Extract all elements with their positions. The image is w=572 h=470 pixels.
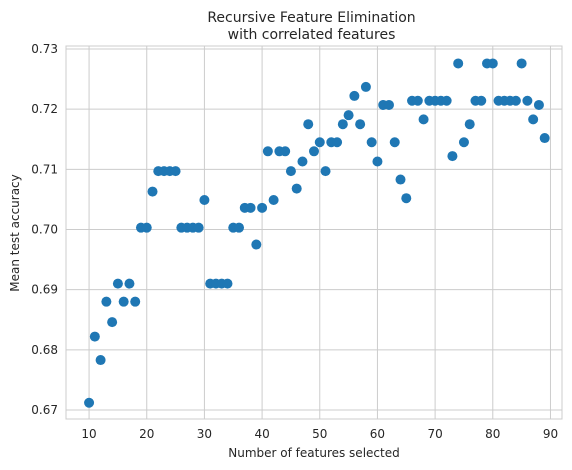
data-point	[141, 222, 152, 233]
data-point	[395, 174, 406, 185]
y-tick-label: 0.73	[31, 42, 58, 56]
y-tick-label: 0.68	[31, 343, 58, 357]
data-point	[101, 296, 112, 307]
data-point	[418, 114, 429, 125]
data-point	[107, 317, 118, 328]
data-point	[447, 151, 458, 162]
data-point	[234, 222, 245, 233]
data-point	[222, 278, 233, 289]
x-tick-label: 70	[427, 427, 442, 441]
x-tick-label: 40	[254, 427, 269, 441]
data-point	[476, 95, 487, 106]
data-point	[280, 146, 291, 157]
data-point	[366, 137, 377, 148]
chart-title-line-1: Recursive Feature Elimination	[207, 10, 415, 26]
x-tick-label: 80	[485, 427, 500, 441]
data-point	[297, 156, 308, 167]
data-point	[199, 195, 210, 206]
data-point	[516, 58, 527, 69]
data-point	[458, 137, 469, 148]
x-tick-label: 90	[543, 427, 558, 441]
data-point	[412, 95, 423, 106]
x-tick-labels: 10 20 30 40 50 60 70 80 90	[81, 427, 558, 441]
data-point	[320, 166, 331, 177]
data-point	[89, 331, 100, 342]
data-point	[533, 99, 544, 110]
y-tick-label: 0.69	[31, 283, 58, 297]
data-point	[510, 95, 521, 106]
data-point	[285, 166, 296, 177]
data-point	[383, 99, 394, 110]
data-point	[303, 119, 314, 130]
data-point	[372, 156, 383, 167]
data-point	[245, 202, 256, 213]
data-point	[401, 193, 412, 204]
y-axis-label: Mean test accuracy	[8, 174, 22, 292]
y-tick-label: 0.72	[31, 102, 58, 116]
data-point	[453, 58, 464, 69]
data-point	[349, 90, 360, 101]
data-points	[84, 58, 550, 408]
data-point	[337, 119, 348, 130]
data-point	[124, 278, 135, 289]
x-tick-label: 10	[81, 427, 96, 441]
data-point	[193, 222, 204, 233]
data-point	[112, 278, 123, 289]
data-point	[147, 186, 158, 197]
data-point	[389, 137, 400, 148]
plot-frame	[65, 45, 563, 420]
data-point	[291, 183, 302, 194]
data-point	[262, 146, 273, 157]
data-point	[441, 95, 452, 106]
x-tick-label: 50	[312, 427, 327, 441]
data-point	[360, 81, 371, 92]
y-tick-label: 0.67	[31, 403, 58, 417]
chart-title-line-2: with correlated features	[228, 27, 396, 43]
y-tick-label: 0.71	[31, 162, 58, 176]
data-point	[528, 114, 539, 125]
data-point	[332, 137, 343, 148]
data-point	[170, 166, 181, 177]
data-point	[84, 397, 95, 408]
data-point	[355, 119, 366, 130]
data-point	[539, 133, 550, 144]
data-point	[487, 58, 498, 69]
data-point	[257, 202, 268, 213]
y-tick-labels: 0.67 0.68 0.69 0.70 0.71 0.72 0.73	[31, 42, 58, 417]
x-tick-label: 30	[197, 427, 212, 441]
data-point	[314, 137, 325, 148]
data-point	[130, 296, 141, 307]
data-point	[343, 110, 354, 121]
data-point	[251, 239, 262, 250]
y-tick-label: 0.70	[31, 222, 58, 236]
x-axis-label: Number of features selected	[228, 446, 399, 460]
data-point	[118, 296, 129, 307]
data-point	[464, 119, 475, 130]
data-point	[95, 355, 106, 366]
data-point	[309, 146, 319, 157]
data-point	[268, 195, 279, 206]
x-tick-label: 60	[370, 427, 385, 441]
x-tick-label: 20	[139, 427, 154, 441]
gridlines	[66, 46, 562, 419]
data-point	[522, 95, 533, 106]
